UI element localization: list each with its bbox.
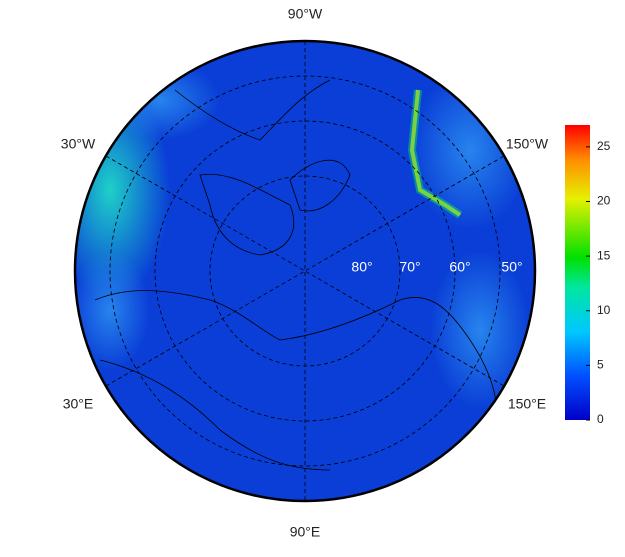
colorbar	[565, 125, 590, 420]
longitude-label: 150°E	[508, 396, 546, 412]
colorbar-tick-label: 0	[597, 412, 604, 426]
colorbar-tick-label: 15	[597, 248, 611, 262]
longitude-label: 30°E	[63, 396, 94, 412]
longitude-label: 90°E	[290, 524, 321, 540]
latitude-label: 70°	[399, 259, 420, 275]
map-field	[75, 41, 535, 501]
colorbar-tick-label: 10	[597, 303, 611, 317]
graticule	[105, 41, 505, 501]
longitude-label: 90°W	[288, 6, 323, 22]
latitude-label: 60°	[449, 259, 470, 275]
longitude-label: 150°W	[506, 136, 549, 152]
colorbar-tick-label: 25	[597, 139, 611, 153]
latitude-label: 80°	[351, 259, 372, 275]
colorbar-tick-label: 5	[597, 358, 604, 372]
latitude-label: 50°	[501, 259, 522, 275]
longitude-label: 30°W	[61, 136, 96, 152]
colorbar-tick-label: 20	[597, 194, 611, 208]
map-border	[73, 39, 537, 503]
